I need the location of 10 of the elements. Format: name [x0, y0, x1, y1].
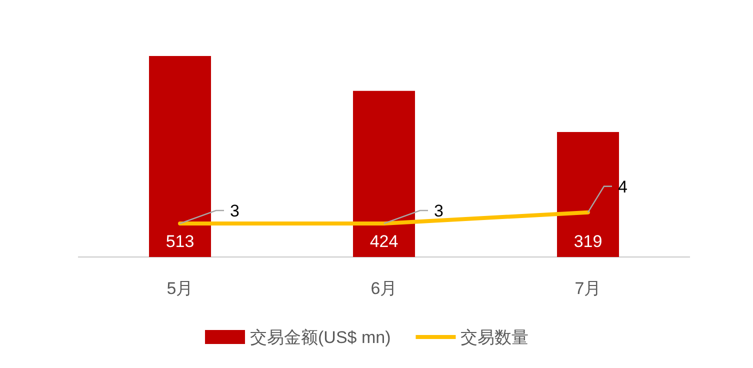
legend-label: 交易金额(US$ mn): [250, 328, 391, 347]
x-tick-label: 5月: [166, 279, 194, 298]
data-label: 319: [574, 232, 602, 251]
x-tick-label: 6月: [370, 279, 398, 298]
legend-label: 交易数量: [460, 328, 529, 347]
data-label: 513: [166, 232, 194, 251]
data-label: 3: [434, 202, 444, 220]
x-tick-label: 7月: [574, 279, 602, 298]
data-label: 424: [370, 232, 398, 251]
data-label: 3: [230, 202, 240, 220]
